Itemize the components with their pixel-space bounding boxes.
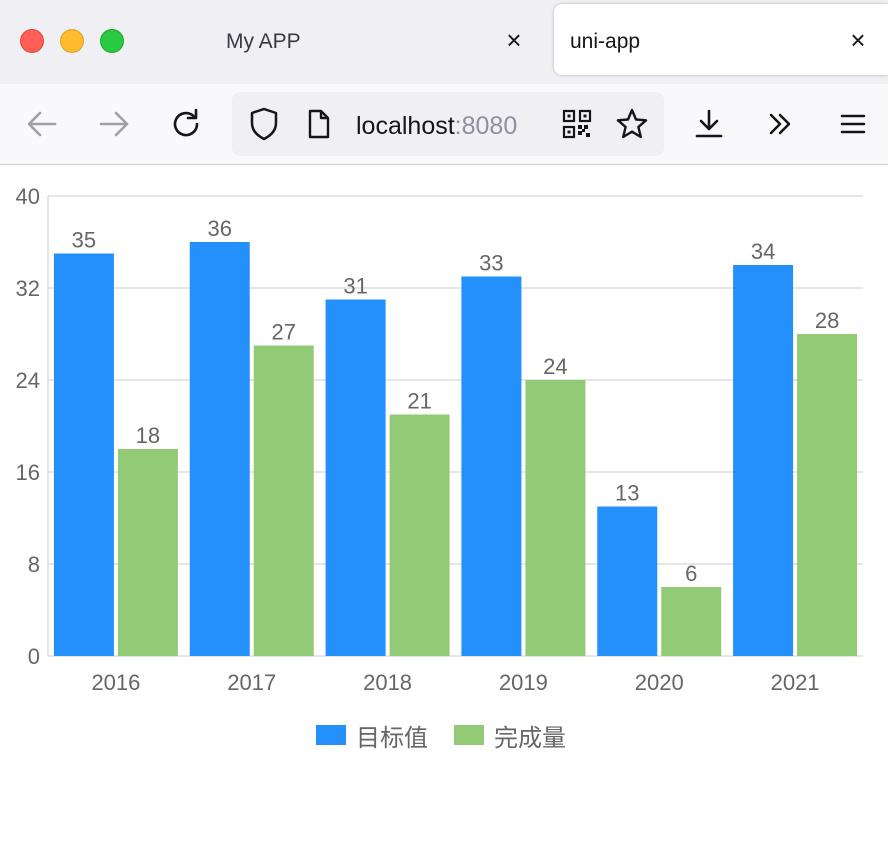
chart-legend: 目标值 完成量	[0, 720, 888, 752]
bar-series-1[interactable]	[325, 299, 386, 657]
data-label: 18	[136, 423, 160, 448]
tab-title: uni-app	[570, 30, 641, 53]
window-zoom-button[interactable]	[100, 29, 124, 53]
bar-series-1[interactable]	[597, 506, 658, 657]
x-tick-label: 2017	[227, 670, 276, 695]
bar-series-2[interactable]	[797, 334, 858, 656]
legend-swatch	[316, 725, 346, 745]
data-label: 24	[543, 354, 567, 379]
bar-series-2[interactable]	[389, 414, 450, 657]
data-label: 28	[815, 308, 839, 333]
data-label: 33	[479, 251, 503, 276]
chevrons-right-icon	[769, 113, 791, 135]
arrow-left-icon	[27, 111, 57, 137]
download-button[interactable]	[689, 104, 729, 144]
arrow-right-icon	[99, 111, 129, 137]
x-tick-label: 2021	[771, 670, 820, 695]
tab-bar: My APP × uni-app ×	[0, 0, 888, 84]
bar-chart: 0 8 16 24 32 40 35 18 2016 36 27 2017 31 21 2018 33 24 20…	[16, 184, 863, 695]
shield-icon[interactable]	[248, 106, 280, 147]
x-tick-label: 2019	[499, 670, 548, 695]
back-button[interactable]	[22, 104, 62, 144]
tab-close-icon[interactable]: ×	[850, 25, 866, 55]
bar-series-1[interactable]	[733, 265, 794, 656]
address-bar[interactable]: localhost:8080	[232, 92, 664, 156]
tab-title: My APP	[226, 30, 301, 53]
hamburger-menu-icon	[840, 114, 866, 134]
y-tick-label: 8	[28, 552, 40, 577]
forward-button[interactable]	[94, 104, 134, 144]
legend-label: 完成量	[494, 723, 566, 752]
tab-uni-app[interactable]: uni-app ×	[554, 4, 888, 75]
reload-button[interactable]	[166, 104, 206, 144]
bar-series-2[interactable]	[117, 449, 178, 656]
url-text[interactable]: localhost:8080	[356, 112, 518, 140]
y-tick-label: 16	[16, 460, 40, 485]
bar-series-2[interactable]	[525, 380, 586, 656]
y-tick-label: 0	[28, 644, 40, 669]
x-tick-label: 2020	[635, 670, 684, 695]
menu-button[interactable]	[833, 104, 873, 144]
data-label: 6	[685, 561, 697, 586]
tab-close-icon[interactable]: ×	[506, 25, 522, 55]
data-label: 34	[751, 239, 775, 264]
legend-item-series-2[interactable]: 完成量	[454, 720, 566, 752]
download-icon	[695, 109, 723, 138]
bar-series-1[interactable]	[53, 253, 114, 657]
data-label: 35	[72, 228, 96, 253]
data-label: 36	[208, 216, 232, 241]
y-tick-label: 32	[16, 276, 40, 301]
y-tick-label: 40	[16, 184, 40, 209]
bar-series-2[interactable]	[661, 587, 722, 656]
star-icon[interactable]	[615, 107, 649, 146]
tab-my-app[interactable]: My APP ×	[150, 4, 540, 75]
legend-label: 目标值	[356, 723, 428, 752]
overflow-menu-button[interactable]	[760, 104, 800, 144]
data-label: 31	[343, 274, 367, 299]
legend-item-series-1[interactable]: 目标值	[316, 720, 428, 752]
reload-icon	[173, 108, 199, 137]
data-label: 27	[272, 320, 296, 345]
bar-series-2[interactable]	[253, 345, 314, 657]
qr-code-icon[interactable]	[562, 109, 592, 144]
legend-swatch	[454, 725, 484, 745]
y-tick-label: 24	[16, 368, 40, 393]
navigation-bar: localhost:8080	[0, 84, 888, 165]
data-label: 13	[615, 481, 639, 506]
bar-series-1[interactable]	[189, 242, 250, 656]
bar-series-1[interactable]	[461, 276, 522, 657]
window-minimize-button[interactable]	[60, 29, 84, 53]
x-tick-label: 2018	[363, 670, 412, 695]
page-icon	[306, 108, 332, 145]
x-tick-label: 2016	[91, 670, 140, 695]
data-label: 21	[407, 389, 431, 414]
url-fade	[532, 92, 552, 156]
window-close-button[interactable]	[20, 29, 44, 53]
